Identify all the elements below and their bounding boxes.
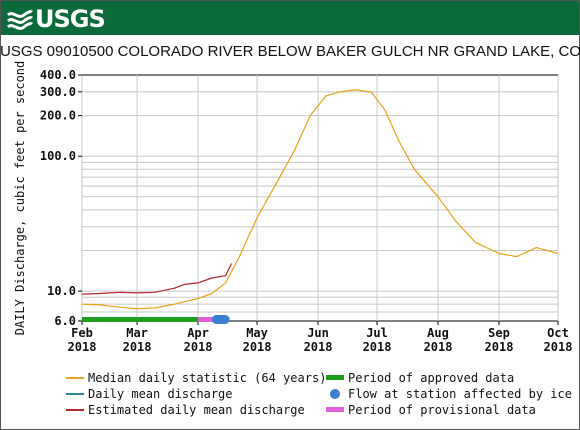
x-tick-label-year: 2018: [424, 340, 453, 354]
x-tick-label-month: Jun: [307, 326, 329, 340]
grid-lines: [81, 75, 559, 321]
legend-label-median: Median daily statistic (64 years): [88, 371, 327, 385]
x-tick-label-year: 2018: [485, 340, 514, 354]
y-tick-label: 10.0: [47, 284, 76, 298]
x-tick-label-year: 2018: [123, 340, 152, 354]
x-tick-label-month: Sep: [488, 326, 510, 340]
y-tick-label: 6.0: [54, 314, 76, 328]
x-tick-label-month: Oct: [547, 326, 569, 340]
usgs-wave-icon: [7, 10, 33, 30]
legend-swatch-median: [66, 377, 84, 379]
legend-swatch-ice: [330, 389, 340, 399]
usgs-banner: USGS: [1, 1, 579, 35]
x-tick-labels: Feb2018Mar2018Apr2018May2018Jun2018Jul20…: [68, 326, 573, 354]
x-tick-label-month: Jul: [366, 326, 388, 340]
y-axis-title: DAILY Discharge, cubic feet per second: [13, 60, 27, 336]
x-tick-label-year: 2018: [363, 340, 392, 354]
x-tick-label-year: 2018: [243, 340, 272, 354]
x-tick-label-month: Aug: [427, 326, 449, 340]
x-tick-label-month: May: [246, 326, 268, 340]
usgs-logo-text: USGS: [35, 5, 106, 33]
legend-swatch-provisional: [326, 407, 344, 412]
legend-swatch-estimated: [66, 409, 84, 411]
legend-label-approved: Period of approved data: [348, 371, 515, 385]
legend-label-ice: Flow at station affected by ice: [348, 387, 572, 401]
y-tick-label: 200.0: [40, 109, 76, 123]
series-lines: [81, 89, 559, 310]
legend-label-provisional: Period of provisional data: [348, 403, 536, 417]
x-tick-label-year: 2018: [304, 340, 333, 354]
y-tick-label: 400.0: [40, 68, 76, 82]
y-tick-label: 300.0: [40, 85, 76, 99]
x-tick-label-year: 2018: [184, 340, 213, 354]
x-tick-label-month: Feb: [71, 326, 93, 340]
ice-affected-marker: [211, 315, 230, 324]
chart-title: USGS 09010500 COLORADO RIVER BELOW BAKER…: [0, 43, 580, 60]
estimated-series-line: [81, 263, 233, 295]
x-tick-label-year: 2018: [68, 340, 97, 354]
y-tick-labels: 400.0 300.0 200.0 100.0 10.0 6.0: [40, 68, 76, 328]
period-bars: [82, 315, 230, 324]
median-series-line: [81, 89, 559, 310]
legend-label-daily-mean: Daily mean discharge: [88, 387, 233, 401]
plot-area: [81, 74, 559, 322]
x-tick-label-month: Mar: [126, 326, 148, 340]
approved-period-bar: [82, 317, 199, 322]
legend-swatch-daily-mean: [66, 393, 84, 395]
axis-ticks: [78, 74, 559, 325]
y-tick-label: 100.0: [40, 149, 76, 163]
x-tick-label-month: Apr: [187, 326, 209, 340]
legend-swatch-approved: [326, 375, 344, 380]
legend-label-estimated: Estimated daily mean discharge: [88, 403, 305, 417]
usgs-logo[interactable]: USGS: [7, 5, 106, 33]
x-tick-label-year: 2018: [544, 340, 573, 354]
